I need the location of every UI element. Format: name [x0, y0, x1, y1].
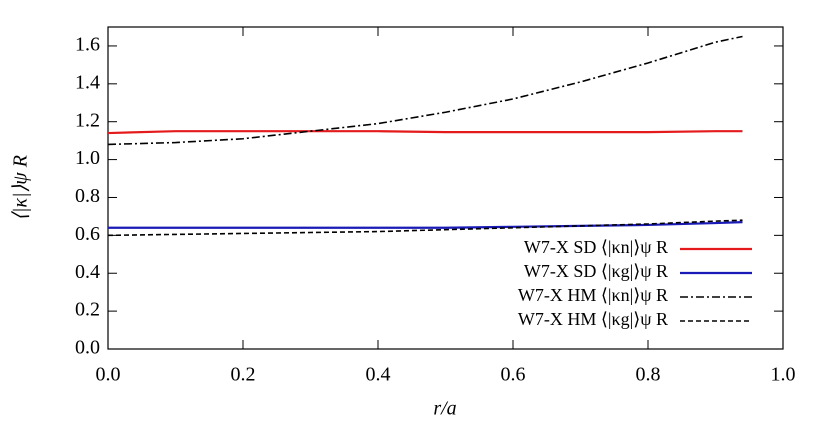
x-tick-label: 0.4: [366, 364, 391, 386]
data-line: [107, 130, 743, 135]
plot-frame: [107, 26, 784, 350]
y-tick-label: 1.4: [75, 71, 100, 93]
y-axis-label: ⟨|κ|⟩ψ R: [10, 155, 32, 221]
y-tick-label: 1.6: [75, 34, 100, 56]
y-tick-label: 1.2: [75, 109, 100, 131]
x-tick-label: 1.0: [771, 364, 796, 386]
x-axis-label: r/a: [433, 398, 456, 420]
y-tick-label: 0.4: [75, 261, 100, 283]
y-tick-label: 0.8: [75, 185, 100, 207]
legend-label: W7-X SD ⟨|κg|⟩ψ R: [524, 261, 668, 281]
data-line: [108, 220, 743, 229]
legend-label: W7-X HM ⟨|κn|⟩ψ R: [518, 285, 668, 305]
x-tick-label: 0.6: [501, 364, 526, 386]
y-tick-label: 0.2: [75, 299, 100, 321]
y-tick-label: 0.6: [75, 223, 100, 245]
y-tick-label: 1.0: [75, 147, 100, 169]
x-tick-label: 0.8: [636, 364, 661, 386]
y-tick-label: 0.0: [75, 337, 100, 359]
legend-label: W7-X SD ⟨|κn|⟩ψ R: [524, 237, 668, 257]
x-tick-label: 0.2: [231, 364, 256, 386]
x-tick-label: 0.0: [96, 364, 121, 386]
data-line: [107, 35, 743, 146]
legend-label: W7-X HM ⟨|κg|⟩ψ R: [518, 309, 668, 329]
data-line: [107, 219, 743, 237]
